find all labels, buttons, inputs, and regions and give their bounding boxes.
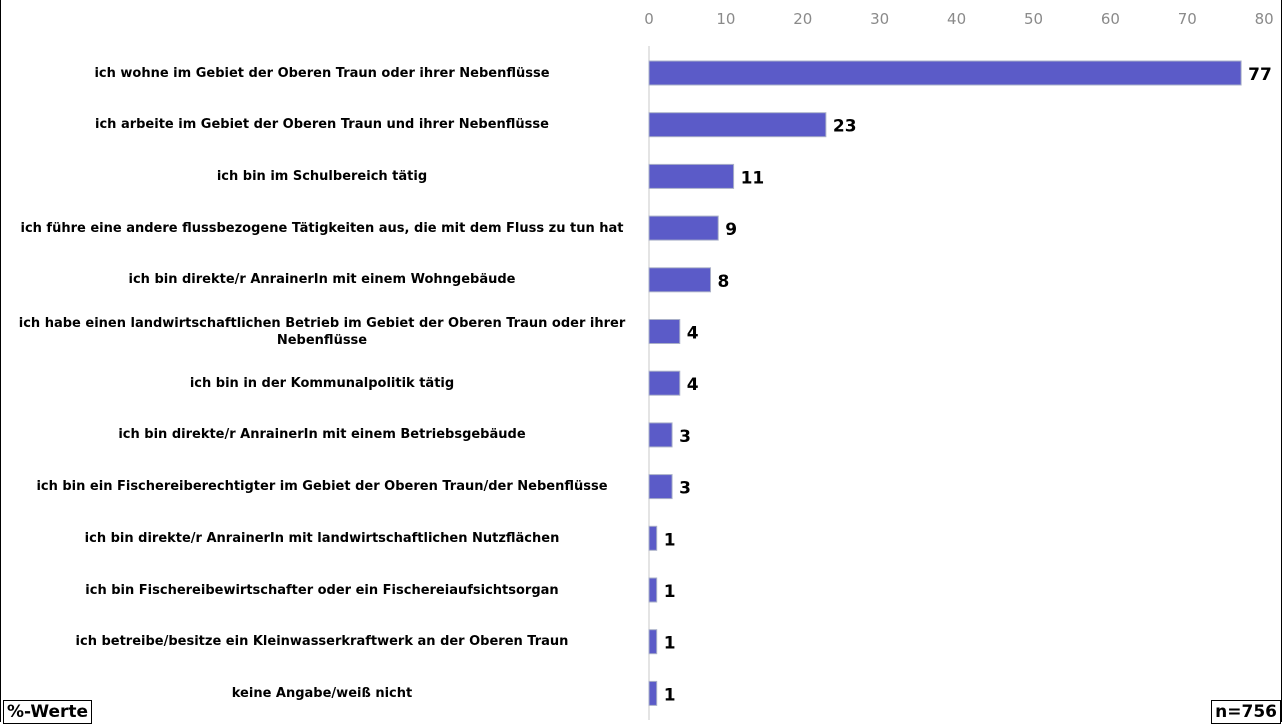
value-label: 3 xyxy=(679,479,691,499)
value-label: 9 xyxy=(725,220,737,240)
bar xyxy=(648,319,681,344)
bar xyxy=(648,267,712,293)
value-label: 11 xyxy=(741,168,765,188)
x-tick-label: 20 xyxy=(793,10,812,28)
x-tick-label: 60 xyxy=(1101,10,1120,28)
category-label: ich bin ein Fischereiberechtigter im Geb… xyxy=(36,479,608,495)
category-label: ich führe eine andere flussbezogene Täti… xyxy=(20,220,624,236)
value-label: 1 xyxy=(664,634,676,654)
bar xyxy=(648,474,673,500)
x-tick-label: 0 xyxy=(644,10,654,28)
category-label: ich bin in der Kommunalpolitik tätig xyxy=(189,375,455,391)
value-label: 8 xyxy=(718,272,730,292)
sample-size-note: n=756 xyxy=(1211,700,1281,724)
unit-note: %-Werte xyxy=(3,700,93,724)
value-label: 3 xyxy=(679,427,691,447)
value-label: 23 xyxy=(833,117,857,137)
bar xyxy=(648,422,673,448)
bar xyxy=(648,370,681,396)
bar xyxy=(648,163,735,189)
category-label: keine Angabe/weiß nicht xyxy=(231,685,413,701)
category-label: ich bin im Schulbereich tätig xyxy=(216,168,428,184)
bar xyxy=(648,680,658,706)
category-label: ich wohne im Gebiet der Oberen Traun ode… xyxy=(94,65,550,81)
value-label: 4 xyxy=(687,324,699,344)
bar xyxy=(648,215,719,241)
x-tick-label: 70 xyxy=(1178,10,1197,28)
category-label: ich betreibe/besitze ein Kleinwasserkraf… xyxy=(75,634,569,650)
bar xyxy=(648,525,658,551)
bar xyxy=(648,112,827,138)
value-label: 4 xyxy=(687,375,699,395)
x-tick-label: 40 xyxy=(947,10,966,28)
bar xyxy=(648,60,1242,86)
category-label: ich bin direkte/r AnrainerIn mit einem B… xyxy=(118,427,526,443)
value-label: 77 xyxy=(1248,65,1272,85)
x-tick-label: 10 xyxy=(716,10,735,28)
value-label: 1 xyxy=(664,582,676,602)
bar xyxy=(648,629,658,655)
x-tick-label: 80 xyxy=(1255,10,1274,28)
category-label: ich habe einen landwirtschaftlichen Betr… xyxy=(18,315,626,348)
category-label: ich bin Fischereibewirtschafter oder ein… xyxy=(85,582,559,598)
value-label: 1 xyxy=(664,530,676,550)
value-label: 1 xyxy=(664,685,676,705)
x-tick-label: 30 xyxy=(870,10,889,28)
category-label: ich arbeite im Gebiet der Oberen Traun u… xyxy=(95,117,549,133)
bar xyxy=(648,577,658,603)
category-label: ich bin direkte/r AnrainerIn mit landwir… xyxy=(84,530,560,546)
category-label: ich bin direkte/r AnrainerIn mit einem W… xyxy=(128,272,516,288)
x-tick-label: 50 xyxy=(1024,10,1043,28)
